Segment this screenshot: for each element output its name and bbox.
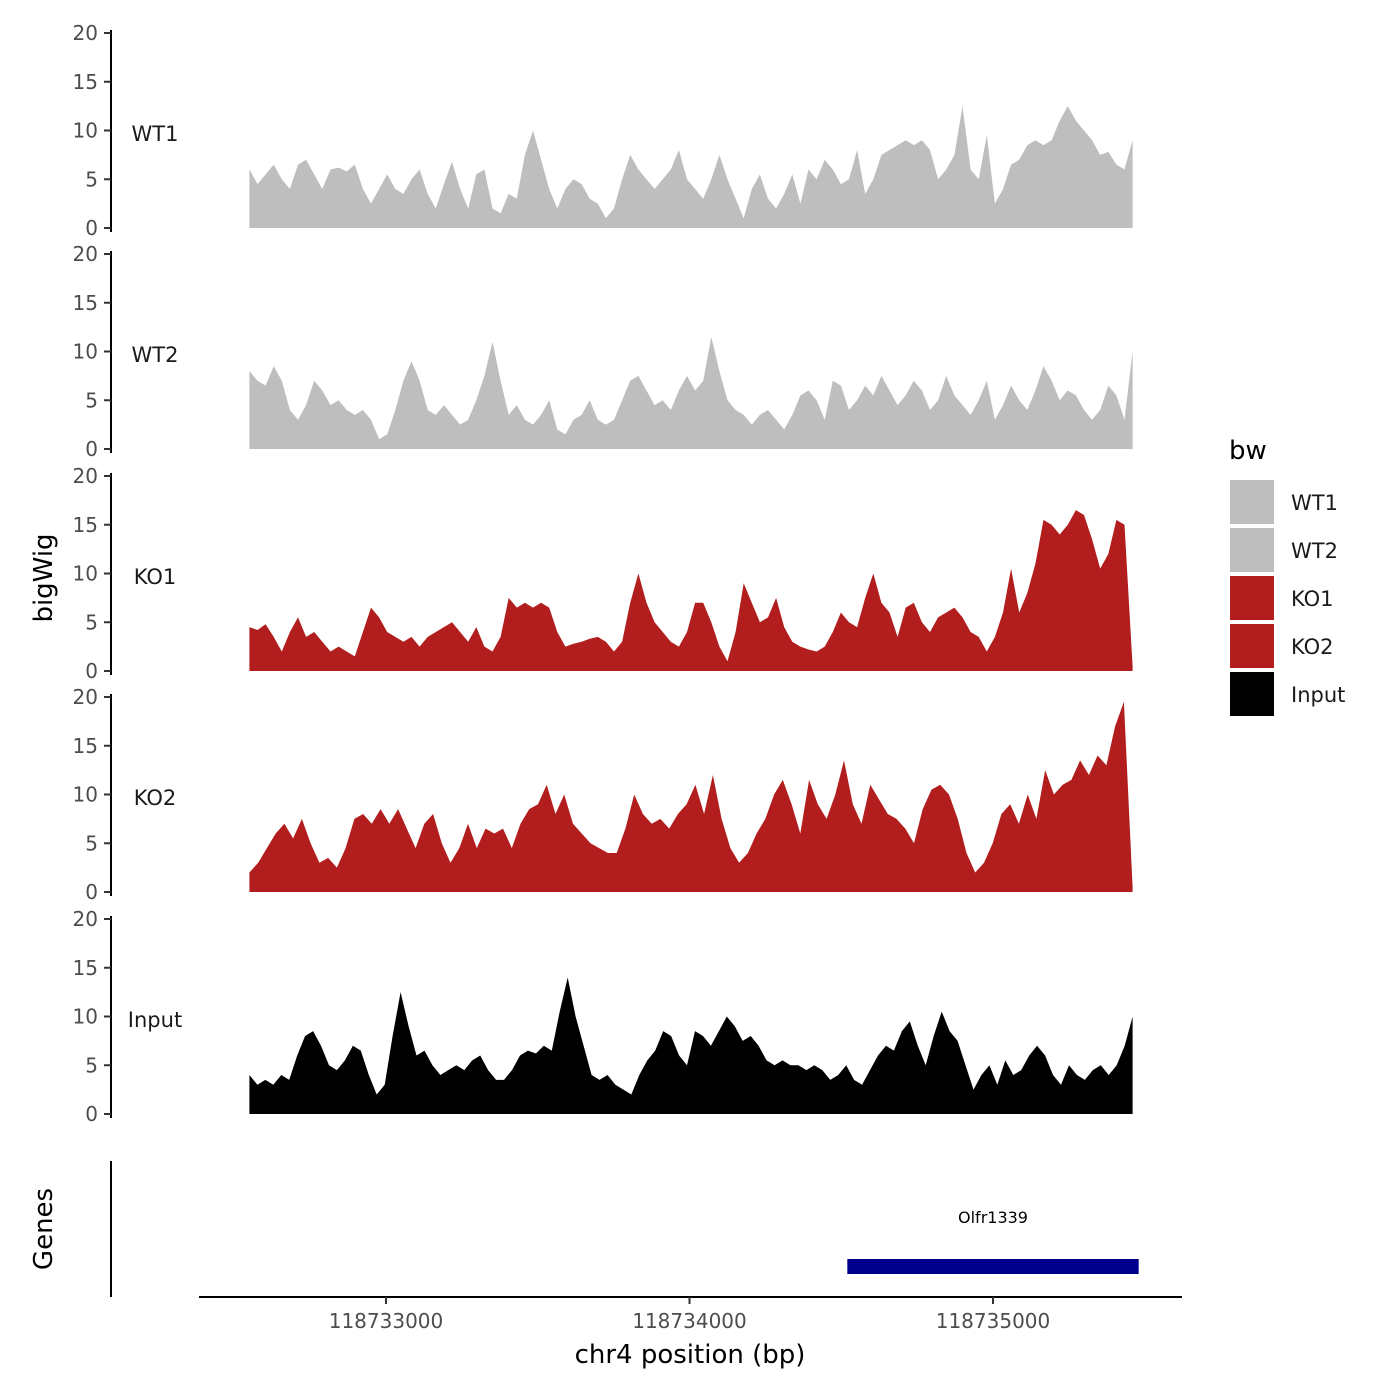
y-tick-label: 5 (85, 388, 98, 412)
legend-label-wt2: WT2 (1291, 539, 1338, 563)
track-ko2: 0 5 10 15 20 KO2 (73, 685, 1133, 904)
y-tick-label: 15 (73, 291, 98, 315)
y-tick-label: 0 (85, 659, 98, 683)
y-tick-label: 15 (73, 513, 98, 537)
track-wt2: 0 5 10 15 20 WT2 (73, 242, 1133, 461)
signal-tracks: 0 5 10 15 20 WT1 0 5 10 15 20 WT2 0 5 10 15 20 KO1 0 5 10 15 2… (73, 21, 1133, 1126)
x-axis-title: chr4 position (bp) (575, 1340, 806, 1370)
x-ticks: 118733000 118734000 118735000 (329, 1297, 1051, 1333)
legend-swatch-wt1 (1230, 480, 1274, 524)
y-tick-label: 10 (73, 562, 98, 586)
track-wt1: 0 5 10 15 20 WT1 (73, 21, 1133, 240)
legend-swatch-ko1 (1230, 576, 1274, 620)
gene-marks: Olfr1339 (847, 1208, 1139, 1274)
legend-label-ko1: KO1 (1291, 587, 1334, 611)
track-label-wt2: WT2 (132, 343, 179, 367)
y-tick-label: 0 (85, 880, 98, 904)
genes-panel: Olfr1339 (110, 1161, 1139, 1297)
track-label-input: Input (128, 1008, 182, 1032)
y-tick-label: 10 (73, 1005, 98, 1029)
legend-label-input: Input (1291, 683, 1345, 707)
y-tick-label: 20 (73, 685, 98, 709)
area-ko1 (249, 510, 1133, 671)
area-input (249, 977, 1133, 1114)
y-tick-label: 5 (85, 1053, 98, 1077)
legend-swatch-input (1230, 672, 1274, 716)
y-tick-label: 20 (73, 21, 98, 45)
legend-items: WT1 WT2 KO1 KO2 Input (1230, 480, 1345, 716)
y-tick-label: 0 (85, 1102, 98, 1126)
area-wt2 (249, 336, 1133, 449)
area-ko2 (249, 701, 1133, 892)
x-tick-label: 118733000 (329, 1309, 444, 1333)
legend-label-wt1: WT1 (1291, 491, 1338, 515)
legend-title: bw (1229, 436, 1267, 466)
area-wt1 (249, 106, 1133, 228)
gene-bar-olfr1339 (847, 1259, 1139, 1274)
track-label-wt1: WT1 (132, 122, 179, 146)
x-tick-label: 118735000 (936, 1309, 1051, 1333)
y-tick-label: 0 (85, 216, 98, 240)
y-tick-label: 20 (73, 242, 98, 266)
y-tick-label: 10 (73, 340, 98, 364)
y-tick-label: 5 (85, 610, 98, 634)
legend-swatch-ko2 (1230, 624, 1274, 668)
track-input: 0 5 10 15 20 Input (73, 907, 1133, 1126)
track-label-ko1: KO1 (134, 565, 177, 589)
legend: bw WT1 WT2 KO1 KO2 Input (1229, 436, 1345, 716)
y-tick-label: 5 (85, 831, 98, 855)
y-tick-label: 20 (73, 907, 98, 931)
legend-swatch-wt2 (1230, 528, 1274, 572)
gene-label-olfr1339: Olfr1339 (958, 1208, 1028, 1227)
y-tick-label: 20 (73, 464, 98, 488)
y-tick-label: 0 (85, 437, 98, 461)
y-axis-title-tracks: bigWig (29, 533, 59, 622)
y-tick-label: 15 (73, 956, 98, 980)
y-tick-label: 10 (73, 119, 98, 143)
y-tick-label: 15 (73, 734, 98, 758)
legend-label-ko2: KO2 (1291, 635, 1334, 659)
y-tick-label: 15 (73, 70, 98, 94)
track-label-ko2: KO2 (134, 786, 177, 810)
y-tick-label: 5 (85, 167, 98, 191)
x-tick-label: 118734000 (632, 1309, 747, 1333)
y-tick-label: 10 (73, 783, 98, 807)
track-ko1: 0 5 10 15 20 KO1 (73, 464, 1133, 683)
x-axis: 118733000 118734000 118735000 chr4 positio… (199, 1296, 1182, 1370)
y-axis-title-genes: Genes (29, 1188, 59, 1270)
